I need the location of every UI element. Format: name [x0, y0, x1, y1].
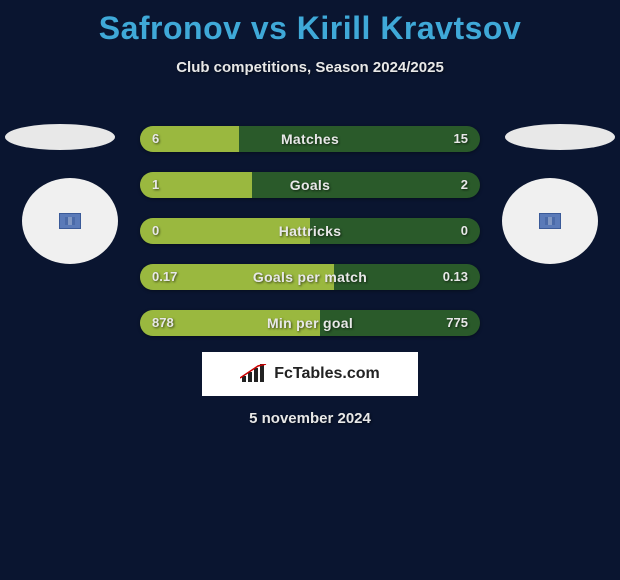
stat-row-matches: 6 Matches 15 [140, 126, 480, 152]
player2-team-badge [502, 178, 598, 264]
brand-logo: FcTables.com [240, 364, 380, 384]
stat-right-value: 0 [461, 218, 468, 244]
chart-icon [240, 364, 268, 384]
date-label: 5 november 2024 [0, 410, 620, 427]
stat-right-value: 0.13 [443, 264, 468, 290]
flag-icon [59, 213, 81, 229]
brand-watermark: FcTables.com [202, 352, 418, 396]
stat-label: Goals per match [140, 264, 480, 290]
vs-separator: vs [251, 10, 288, 46]
player2-name: Kirill Kravtsov [297, 10, 521, 46]
stat-right-value: 2 [461, 172, 468, 198]
subtitle: Club competitions, Season 2024/2025 [0, 59, 620, 76]
stat-label: Goals [140, 172, 480, 198]
brand-text: FcTables.com [274, 365, 380, 383]
stat-label: Hattricks [140, 218, 480, 244]
player1-avatar-placeholder [5, 124, 115, 150]
comparison-title: Safronov vs Kirill Kravtsov [0, 0, 620, 47]
stat-row-gpm: 0.17 Goals per match 0.13 [140, 264, 480, 290]
player1-name: Safronov [99, 10, 242, 46]
stat-row-goals: 1 Goals 2 [140, 172, 480, 198]
stat-row-mpg: 878 Min per goal 775 [140, 310, 480, 336]
stat-right-value: 775 [446, 310, 468, 336]
player2-avatar-placeholder [505, 124, 615, 150]
stat-label: Matches [140, 126, 480, 152]
stat-right-value: 15 [454, 126, 468, 152]
stat-label: Min per goal [140, 310, 480, 336]
player1-team-badge [22, 178, 118, 264]
stat-row-hattricks: 0 Hattricks 0 [140, 218, 480, 244]
stats-bars: 6 Matches 15 1 Goals 2 0 Hattricks 0 0.1… [140, 126, 480, 356]
flag-icon [539, 213, 561, 229]
